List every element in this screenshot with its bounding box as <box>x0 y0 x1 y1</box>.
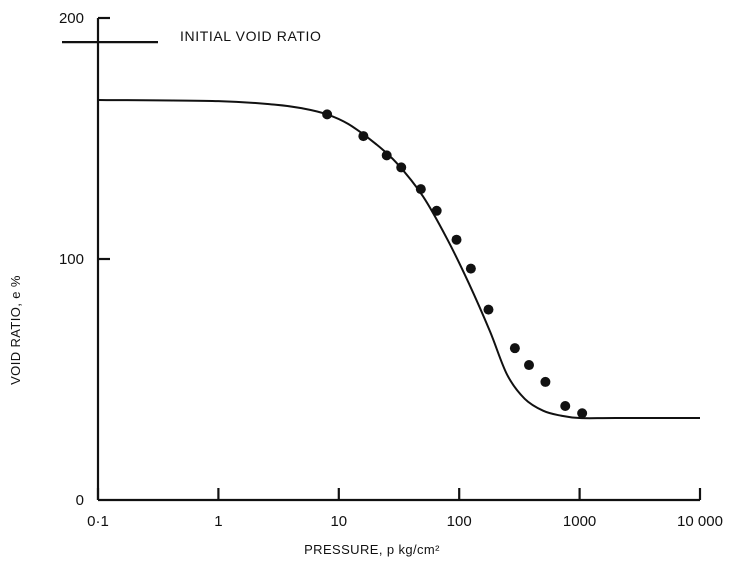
data-point <box>483 304 494 315</box>
data-point <box>524 360 535 371</box>
data-point <box>396 162 407 173</box>
data-point <box>509 343 520 354</box>
data-point <box>560 401 571 412</box>
axis-ticks <box>96 16 702 500</box>
x-tick-label: 100 <box>447 513 472 530</box>
x-tick-label: 0·1 <box>87 513 109 530</box>
x-tick-label: 1 <box>214 513 222 530</box>
x-tick-label: 1000 <box>563 513 596 530</box>
annotations: INITIAL VOID RATIO <box>62 28 321 44</box>
fitted-curve <box>97 98 700 420</box>
x-tick-label: 10 000 <box>677 513 723 530</box>
data-point <box>322 109 333 120</box>
data-point <box>577 408 588 419</box>
x-axis-label: PRESSURE, p kg/cm² <box>304 542 440 557</box>
y-axis-label: VOID RATIO, e % <box>8 275 23 385</box>
initial-void-ratio-label: INITIAL VOID RATIO <box>180 28 321 44</box>
data-point <box>381 150 392 161</box>
x-tick-label: 10 <box>330 513 347 530</box>
y-tick-label: 100 <box>59 251 84 268</box>
data-point <box>465 263 476 274</box>
series-layer <box>97 98 700 420</box>
data-point <box>431 205 442 216</box>
data-point <box>358 131 369 142</box>
data-point <box>540 376 551 387</box>
data-point <box>415 184 426 195</box>
y-tick-label: 0 <box>76 492 84 509</box>
tick-labels: 0·1 1 10 100 1000 10 000 0 100 200 <box>59 10 723 530</box>
y-tick-label: 200 <box>59 10 84 27</box>
axes <box>96 18 700 502</box>
data-point <box>451 234 462 245</box>
